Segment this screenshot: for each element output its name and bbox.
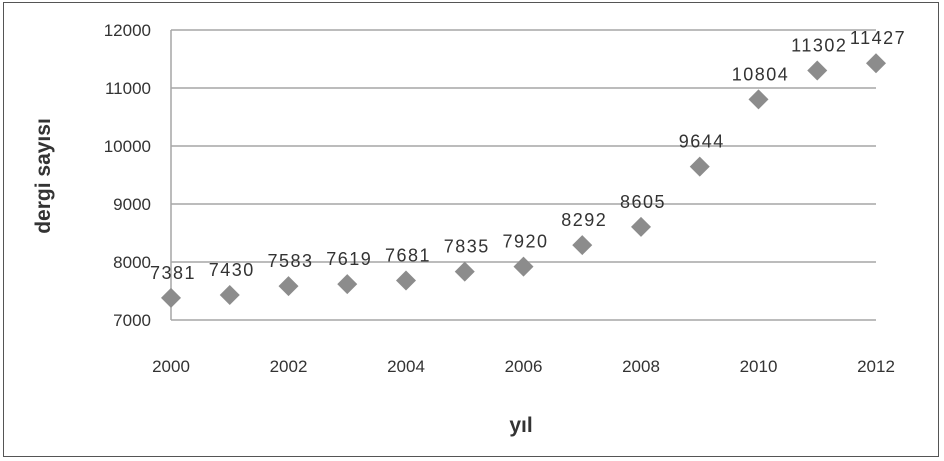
x-tick-label: 2008 [622,357,660,376]
data-label: 10804 [732,64,790,84]
x-axis-title: yıl [509,414,532,437]
y-tick-label: 8000 [113,253,151,272]
chart-frame [3,2,939,457]
y-tick-label: 10000 [104,137,151,156]
data-point [689,156,710,177]
y-tick-labels: 7000 8000 9000 10000 11000 12000 [104,21,151,330]
data-point [396,270,416,291]
data-point [513,256,534,277]
x-tick-label: 2012 [857,357,895,376]
y-tick-label: 11000 [105,79,151,98]
data-label: 7430 [209,260,255,280]
data-point [219,285,240,306]
y-tick-label: 7000 [113,311,151,330]
y-axis-title: dergi sayısı [32,118,55,234]
data-label: 7920 [502,232,548,252]
data-label: 7835 [444,237,490,257]
data-point [748,89,769,110]
data-label: 7619 [326,249,372,269]
data-point [278,276,299,297]
axes [170,30,876,321]
data-point [631,216,651,237]
x-tick-label: 2004 [387,357,425,376]
data-label: 8605 [620,192,666,212]
data-label: 8292 [561,210,607,230]
y-tick-label: 9000 [113,195,151,214]
data-label: 9644 [679,132,725,152]
data-point [866,53,886,74]
data-label: 11302 [791,35,847,55]
gridlines [171,29,876,263]
data-point [807,60,828,81]
x-tick-label: 2002 [270,357,308,376]
data-labels: 7381 7430 7583 7619 7681 7835 7920 8292 8605 9644… [150,28,906,283]
data-label: 11427 [850,28,906,48]
x-tick-label: 2010 [740,357,778,376]
x-tick-label: 2000 [152,357,190,376]
data-label: 7381 [150,263,196,283]
data-label: 7583 [267,251,313,271]
data-point [454,261,475,282]
data-points [161,53,886,308]
y-tick-label: 12000 [104,21,151,40]
x-tick-label: 2006 [505,357,543,376]
data-point [161,287,181,308]
data-label: 7681 [385,246,431,266]
x-tick-labels: 2000 2002 2004 2006 2008 2010 2012 [152,357,895,376]
data-point [572,235,593,256]
data-point [337,274,358,295]
